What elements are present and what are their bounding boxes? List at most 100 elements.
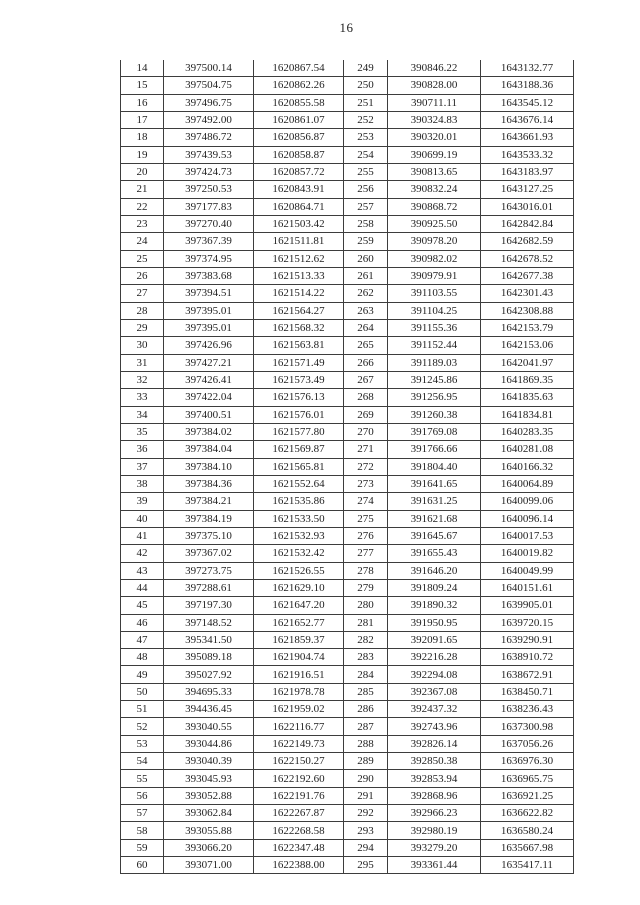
coordinate-b-cell: 1640064.89 <box>480 474 574 494</box>
coordinate-b-cell: 1639290.91 <box>480 630 574 650</box>
coordinate-b-cell: 1621569.87 <box>253 440 344 459</box>
coordinate-a-cell: 390324.83 <box>387 110 481 130</box>
coordinate-a-cell: 397426.96 <box>163 336 254 355</box>
coordinate-b-cell: 1620862.26 <box>253 76 344 95</box>
coordinate-a-cell: 390868.72 <box>387 197 481 216</box>
coordinate-b-cell: 1640283.35 <box>480 422 574 442</box>
point-index-cell: 277 <box>343 544 388 563</box>
coordinate-a-cell: 393044.86 <box>163 734 254 754</box>
coordinate-a-cell: 397384.21 <box>163 492 254 511</box>
point-index-cell: 281 <box>343 613 388 632</box>
point-index-cell: 262 <box>343 284 388 303</box>
coordinate-a-cell: 391103.55 <box>387 284 481 303</box>
coordinate-a-cell: 391646.20 <box>387 561 481 580</box>
point-index-cell: 15 <box>120 76 164 95</box>
point-index-cell: 39 <box>120 492 164 511</box>
coordinate-b-cell: 1643533.32 <box>480 145 574 164</box>
table-row: 40 397384.19 1621533.50 275 391621.68 1640096… <box>120 509 574 528</box>
point-index-cell: 274 <box>343 492 388 511</box>
coordinate-a-cell: 394695.33 <box>163 682 254 702</box>
coordinate-a-cell: 391809.24 <box>387 578 481 598</box>
coordinate-a-cell: 391189.03 <box>387 353 481 372</box>
coordinate-b-cell: 1622268.58 <box>253 821 344 840</box>
coordinate-a-cell: 397492.00 <box>163 110 254 130</box>
point-index-cell: 27 <box>120 284 164 303</box>
coordinate-b-cell: 1640019.82 <box>480 544 574 563</box>
coordinate-a-cell: 392826.14 <box>387 734 481 754</box>
coordinate-b-cell: 1622192.60 <box>253 769 344 788</box>
point-index-cell: 32 <box>120 370 164 390</box>
coordinate-b-cell: 1621533.50 <box>253 509 344 528</box>
coordinate-a-cell: 397395.01 <box>163 301 254 320</box>
coordinate-b-cell: 1643188.36 <box>480 76 574 95</box>
point-index-cell: 23 <box>120 214 164 234</box>
coordinate-b-cell: 1621564.27 <box>253 301 344 320</box>
point-index-cell: 292 <box>343 804 388 823</box>
coordinate-a-cell: 390699.19 <box>387 145 481 164</box>
point-index-cell: 272 <box>343 457 388 476</box>
coordinate-b-cell: 1621532.42 <box>253 544 344 563</box>
point-index-cell: 54 <box>120 752 164 771</box>
table-row: 56 393052.88 1622191.76 291 392868.96 1636921… <box>120 786 574 806</box>
coordinate-a-cell: 397384.04 <box>163 440 254 459</box>
point-index-cell: 35 <box>120 422 164 442</box>
coordinate-b-cell: 1621511.81 <box>253 232 344 251</box>
coordinate-a-cell: 391645.67 <box>387 526 481 546</box>
coordinate-a-cell: 397273.75 <box>163 561 254 580</box>
coordinate-a-cell: 397374.95 <box>163 249 254 268</box>
point-index-cell: 259 <box>343 232 388 251</box>
coordinate-b-cell: 1621526.55 <box>253 561 344 580</box>
coordinate-a-cell: 397424.73 <box>163 162 254 182</box>
coordinate-a-cell: 397375.10 <box>163 526 254 546</box>
table-row: 60 393071.00 1622388.00 295 393361.44 1635417… <box>120 856 574 875</box>
table-row: 45 397197.30 1621647.20 280 391890.32 1639905… <box>120 596 574 615</box>
point-index-cell: 269 <box>343 405 388 424</box>
point-index-cell: 265 <box>343 336 388 355</box>
point-index-cell: 261 <box>343 266 388 286</box>
coordinate-b-cell: 1621563.81 <box>253 336 344 355</box>
point-index-cell: 252 <box>343 110 388 130</box>
coordinate-b-cell: 1621573.49 <box>253 370 344 390</box>
coordinate-b-cell: 1643127.25 <box>480 180 574 199</box>
coordinate-b-cell: 1642308.88 <box>480 301 574 320</box>
point-index-cell: 58 <box>120 821 164 840</box>
point-index-cell: 280 <box>343 596 388 615</box>
point-index-cell: 24 <box>120 232 164 251</box>
table-row: 47 395341.50 1621859.37 282 392091.65 1639290… <box>120 630 574 650</box>
coordinate-a-cell: 395089.18 <box>163 648 254 667</box>
coordinate-a-cell: 390813.65 <box>387 162 481 182</box>
coordinate-a-cell: 391655.43 <box>387 544 481 563</box>
coordinate-a-cell: 397496.75 <box>163 93 254 112</box>
point-index-cell: 258 <box>343 214 388 234</box>
coordinate-a-cell: 397439.53 <box>163 145 254 164</box>
table-row: 27 397394.51 1621514.22 262 391103.55 1642301… <box>120 284 574 303</box>
table-row: 26 397383.68 1621513.33 261 390979.91 1642677… <box>120 266 574 286</box>
coordinate-b-cell: 1640049.99 <box>480 561 574 580</box>
coordinate-a-cell: 397427.21 <box>163 353 254 372</box>
coordinate-a-cell: 392367.08 <box>387 682 481 702</box>
coordinate-b-cell: 1621629.10 <box>253 578 344 598</box>
coordinate-b-cell: 1621532.93 <box>253 526 344 546</box>
table-row: 37 397384.10 1621565.81 272 391804.40 1640166… <box>120 457 574 476</box>
coordinate-b-cell: 1620855.58 <box>253 93 344 112</box>
coordinate-a-cell: 397250.53 <box>163 180 254 199</box>
coordinate-a-cell: 397422.04 <box>163 388 254 407</box>
coordinate-a-cell: 397197.30 <box>163 596 254 615</box>
point-index-cell: 254 <box>343 145 388 164</box>
coordinate-b-cell: 1620856.87 <box>253 128 344 147</box>
point-index-cell: 275 <box>343 509 388 528</box>
point-index-cell: 286 <box>343 700 388 719</box>
coordinate-b-cell: 1642153.06 <box>480 336 574 355</box>
table-row: 29 397395.01 1621568.32 264 391155.36 1642153… <box>120 318 574 338</box>
coordinate-b-cell: 1642041.97 <box>480 353 574 372</box>
point-index-cell: 22 <box>120 197 164 216</box>
coordinate-b-cell: 1621904.74 <box>253 648 344 667</box>
table-row: 39 397384.21 1621535.86 274 391631.25 1640099… <box>120 492 574 511</box>
table-row: 15 397504.75 1620862.26 250 390828.00 1643188… <box>120 76 574 95</box>
coordinate-b-cell: 1643183.97 <box>480 162 574 182</box>
point-index-cell: 267 <box>343 370 388 390</box>
coordinate-b-cell: 1621535.86 <box>253 492 344 511</box>
point-index-cell: 18 <box>120 128 164 147</box>
coordinate-table-body: 14 397500.14 1620867.54 249 390846.22 1643132… <box>120 60 574 875</box>
coordinate-b-cell: 1622150.27 <box>253 752 344 771</box>
